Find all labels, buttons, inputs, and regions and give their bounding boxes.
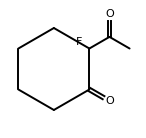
Text: O: O: [105, 9, 114, 19]
Text: F: F: [75, 37, 82, 47]
Text: O: O: [105, 96, 114, 106]
